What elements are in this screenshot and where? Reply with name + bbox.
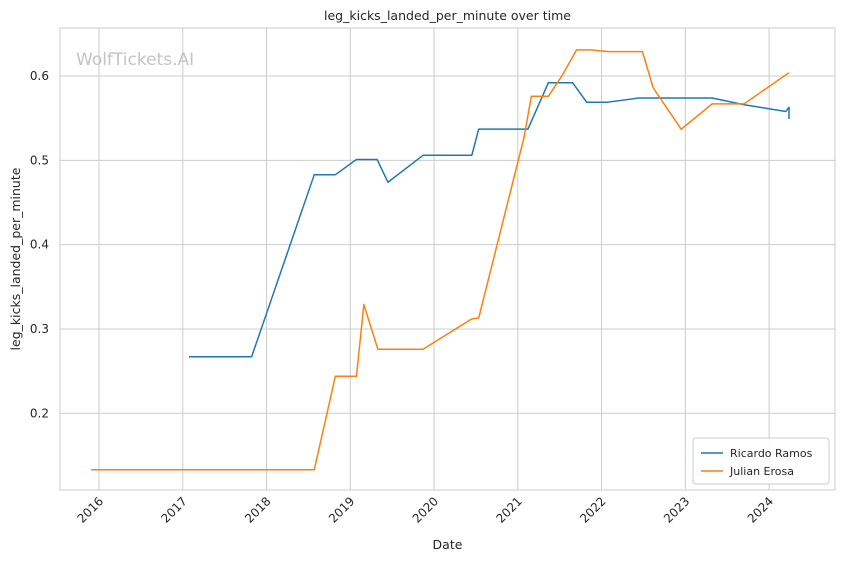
legend-label-ricardo-ramos: Ricardo Ramos <box>730 447 813 460</box>
series-layer <box>91 49 790 471</box>
y-tick-label: 0.6 <box>30 69 49 83</box>
legend: Ricardo Ramos Julian Erosa <box>692 437 830 485</box>
legend-box <box>692 437 830 485</box>
x-axis-title: Date <box>433 537 463 552</box>
y-tick-label: 0.3 <box>30 322 49 336</box>
watermark: WolfTickets.AI <box>76 50 194 70</box>
y-axis-ticks: 0.2 0.3 0.4 0.5 0.6 <box>30 69 49 420</box>
y-axis-title: leg_kicks_landed_per_minute <box>8 167 23 350</box>
y-tick-label: 0.4 <box>30 238 49 252</box>
plot-area <box>60 28 835 490</box>
plot-frame <box>59 27 836 491</box>
series-line-julian-erosa <box>91 49 790 471</box>
chart-title: leg_kicks_landed_per_minute over time <box>324 8 571 23</box>
series-line-ricardo-ramos <box>188 82 790 358</box>
legend-label-julian-erosa: Julian Erosa <box>729 465 794 478</box>
grid <box>60 28 835 490</box>
y-tick-label: 0.5 <box>30 153 49 167</box>
y-tick-label: 0.2 <box>30 406 49 420</box>
